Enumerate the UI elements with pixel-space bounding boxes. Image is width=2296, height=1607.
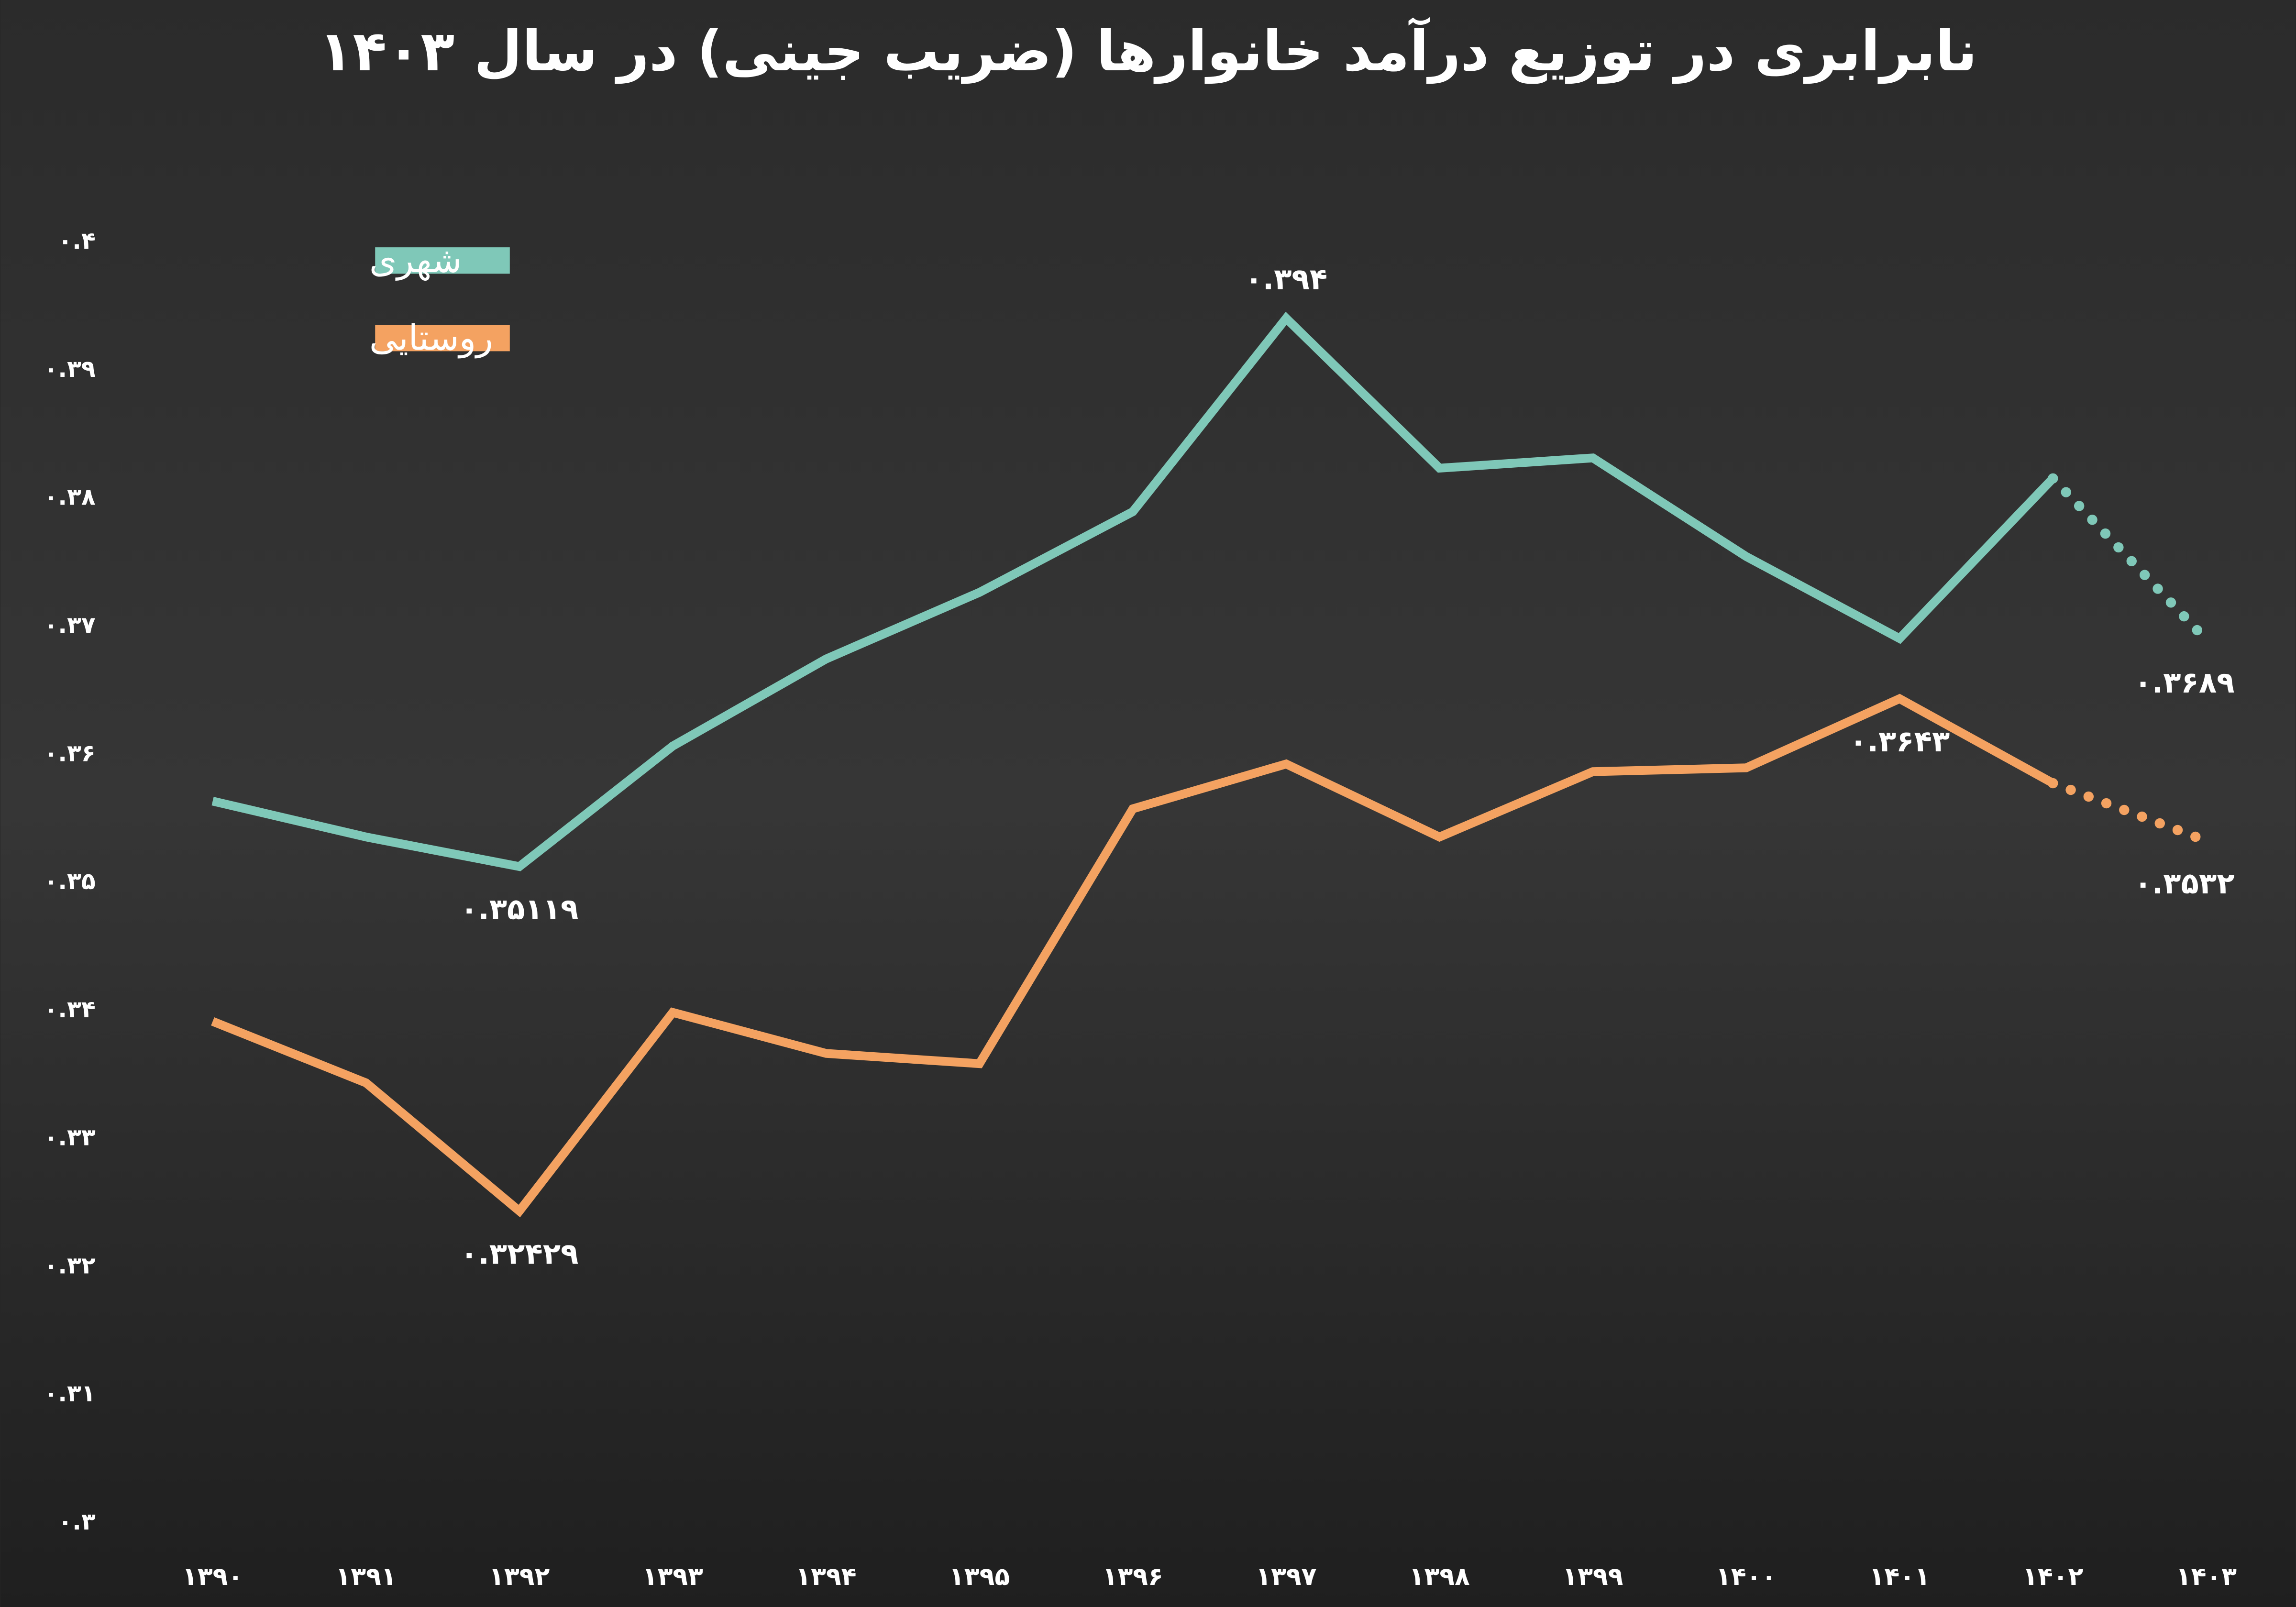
- data-label: ۰.۳۶۴۳: [1849, 725, 1950, 759]
- x-tick-label: ۱۳۹۲: [489, 1563, 550, 1591]
- data-label: ۰.۳۲۴۲۹: [460, 1237, 578, 1271]
- series-line: [211, 693, 2055, 1218]
- x-tick-label: ۱۳۹۵: [949, 1563, 1010, 1591]
- x-tick-label: ۱۳۹۹: [1563, 1563, 1623, 1591]
- data-label: ۰.۳۵۳۲: [2134, 867, 2235, 901]
- x-tick-label: ۱۴۰۰: [1716, 1563, 1777, 1591]
- x-tick-label: ۱۴۰۲: [2022, 1563, 2083, 1591]
- x-tick-label: ۱۳۹۶: [1103, 1563, 1163, 1591]
- y-tick-label: ۰.۴: [58, 227, 95, 254]
- series-line-dotted: [2048, 473, 2212, 645]
- x-tick-label: ۱۳۹۱: [336, 1563, 397, 1591]
- y-tick-label: ۰.۳۵: [44, 868, 96, 895]
- y-tick-label: ۰.۳۷: [44, 611, 96, 638]
- chart-title: نابرابری در توزیع درآمد خانوارها (ضریب ج…: [319, 17, 1977, 84]
- x-tick-label: ۱۳۹۴: [796, 1563, 857, 1591]
- series-line-dotted: [2048, 778, 2212, 846]
- y-tick-label: ۰.۳۴: [44, 996, 96, 1023]
- y-tick-label: ۰.۳۶: [44, 739, 96, 767]
- y-tick-label: ۰.۳۳: [44, 1124, 96, 1151]
- x-tick-label: ۱۴۰۳: [2176, 1563, 2237, 1591]
- y-tick-label: ۰.۳: [58, 1508, 95, 1535]
- y-tick-label: ۰.۳۱: [44, 1380, 96, 1407]
- plot: ۰.۳ ۰.۳۱ ۰.۳۲ ۰.۳۳ ۰.۳۴ ۰.۳۵ ۰.۳۶ ۰.۳۷ ۰.۳۸ ۰.۳۹ ۰…: [44, 227, 2237, 1591]
- legend-label: شهری: [369, 240, 462, 281]
- series-line: [211, 311, 2056, 871]
- legend-label: روستایی: [369, 318, 493, 358]
- x-tick-label: ۱۳۹۸: [1409, 1563, 1470, 1591]
- data-label: ۰.۳۵۱۱۹: [460, 892, 578, 926]
- data-label: ۰.۳۹۴: [1245, 262, 1328, 296]
- x-tick-label: ۱۳۹۰: [182, 1563, 243, 1591]
- y-tick-label: ۰.۳۲: [44, 1252, 96, 1279]
- y-tick-label: ۰.۳۸: [44, 484, 96, 511]
- data-label: ۰.۳۶۸۹: [2134, 666, 2235, 700]
- x-tick-label: ۱۳۹۷: [1256, 1563, 1316, 1591]
- x-tick-label: ۱۴۰۱: [1869, 1563, 1930, 1591]
- y-tick-label: ۰.۳۹: [44, 355, 96, 383]
- x-tick-label: ۱۳۹۳: [642, 1563, 703, 1591]
